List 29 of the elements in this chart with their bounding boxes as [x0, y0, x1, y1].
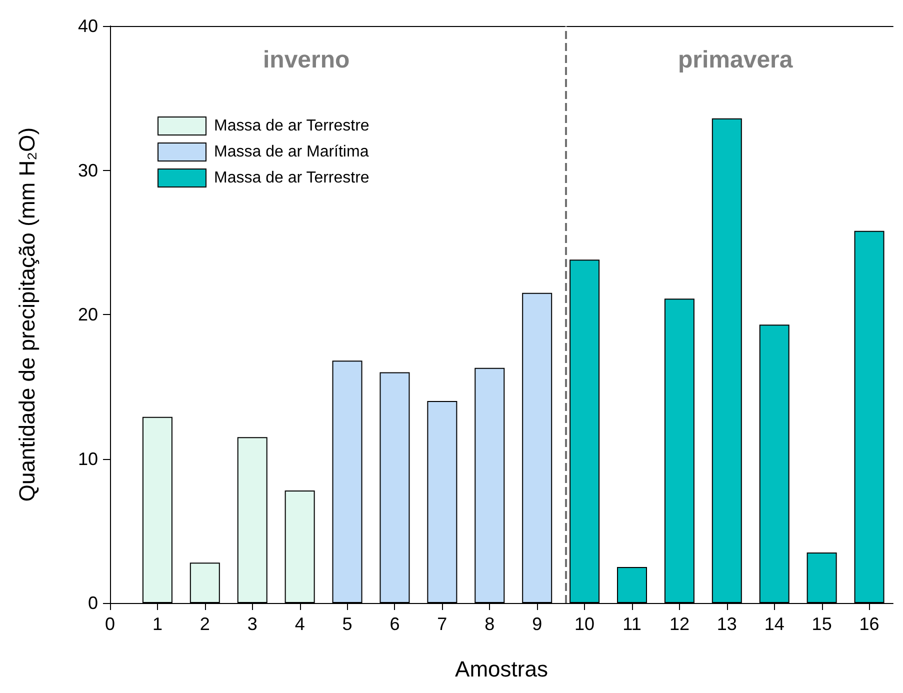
x-tick-label: 11 — [622, 614, 642, 634]
x-tick-label: 6 — [390, 614, 400, 634]
legend-label: Massa de ar Terrestre — [214, 170, 370, 186]
x-axis-title: Amostras — [455, 656, 548, 682]
x-tick-label: 0 — [104, 614, 116, 634]
y-tick-label: 20 — [78, 304, 98, 324]
legend-label: Massa de ar Terrestre — [214, 118, 370, 134]
x-tick-label: 2 — [200, 614, 210, 634]
x-tick-label: 9 — [532, 614, 542, 634]
y-axis-title: Quantidade de precipitação (mm H₂O) — [14, 127, 40, 502]
annotation: primavera — [678, 46, 794, 74]
x-tick-label: 16 — [859, 614, 880, 634]
x-tick-label: 15 — [812, 614, 832, 634]
x-tick-label: 3 — [247, 614, 258, 634]
x-tick-label: 1 — [152, 614, 162, 634]
x-tick-label: 13 — [716, 614, 737, 634]
y-tick-label: 0 — [88, 593, 98, 613]
y-tick-label: 40 — [78, 16, 98, 36]
legend-label: Massa de ar Marítima — [214, 144, 369, 160]
y-tick-label: 10 — [78, 448, 98, 469]
annotation: inverno — [263, 46, 350, 74]
x-tick-label: 4 — [294, 614, 305, 634]
x-tick-label: 7 — [437, 614, 448, 634]
x-tick-label: 8 — [484, 614, 495, 634]
x-tick-label: 10 — [574, 614, 595, 634]
x-tick-label: 14 — [764, 614, 784, 634]
y-tick-label: 30 — [78, 160, 98, 180]
x-tick-label: 5 — [342, 614, 352, 634]
x-tick-label: 12 — [669, 614, 690, 634]
